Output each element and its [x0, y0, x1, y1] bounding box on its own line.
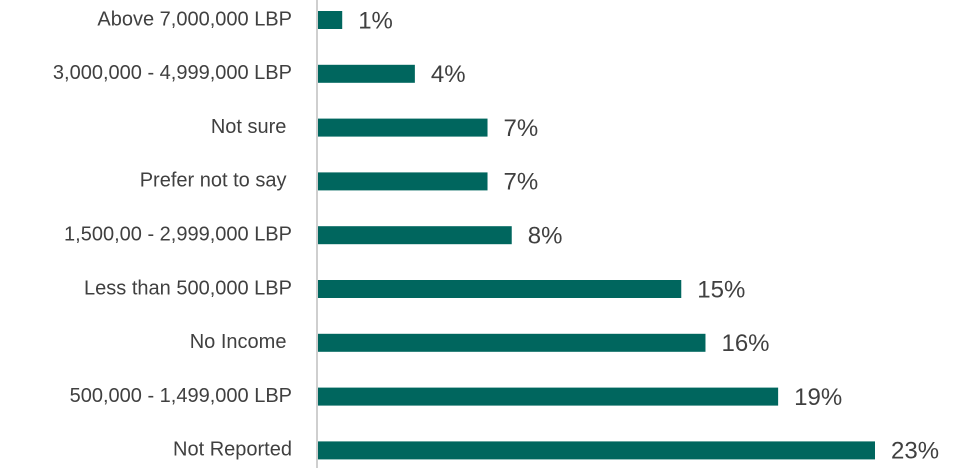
bar [318, 387, 779, 406]
data-label: 23% [891, 438, 939, 465]
data-label: 16% [721, 330, 769, 357]
bar [318, 64, 415, 83]
bar [318, 118, 488, 137]
bar [318, 333, 706, 352]
data-label: 4% [431, 61, 466, 88]
category-label: 3,000,000 - 4,999,000 LBP [53, 62, 292, 84]
bar [318, 172, 488, 191]
category-label: Prefer not to say [140, 170, 292, 192]
category-label: No Income [190, 331, 292, 353]
data-label: 19% [794, 384, 842, 411]
bar [318, 280, 682, 298]
data-label: 8% [528, 223, 563, 250]
bar [318, 226, 512, 245]
data-label: 7% [504, 115, 539, 142]
category-label: Above 7,000,000 LBP [97, 8, 292, 30]
bar [318, 441, 875, 460]
category-label: 1,500,00 - 2,999,000 LBP [64, 223, 292, 245]
category-label: Not Reported [173, 439, 292, 461]
bar [318, 11, 343, 29]
category-label: Not sure [211, 116, 292, 138]
category-label: 500,000 - 1,499,000 LBP [70, 385, 292, 407]
data-label: 7% [504, 169, 539, 196]
data-label: 15% [697, 276, 745, 303]
data-label: 1% [358, 7, 393, 34]
category-label: Less than 500,000 LBP [84, 277, 292, 299]
